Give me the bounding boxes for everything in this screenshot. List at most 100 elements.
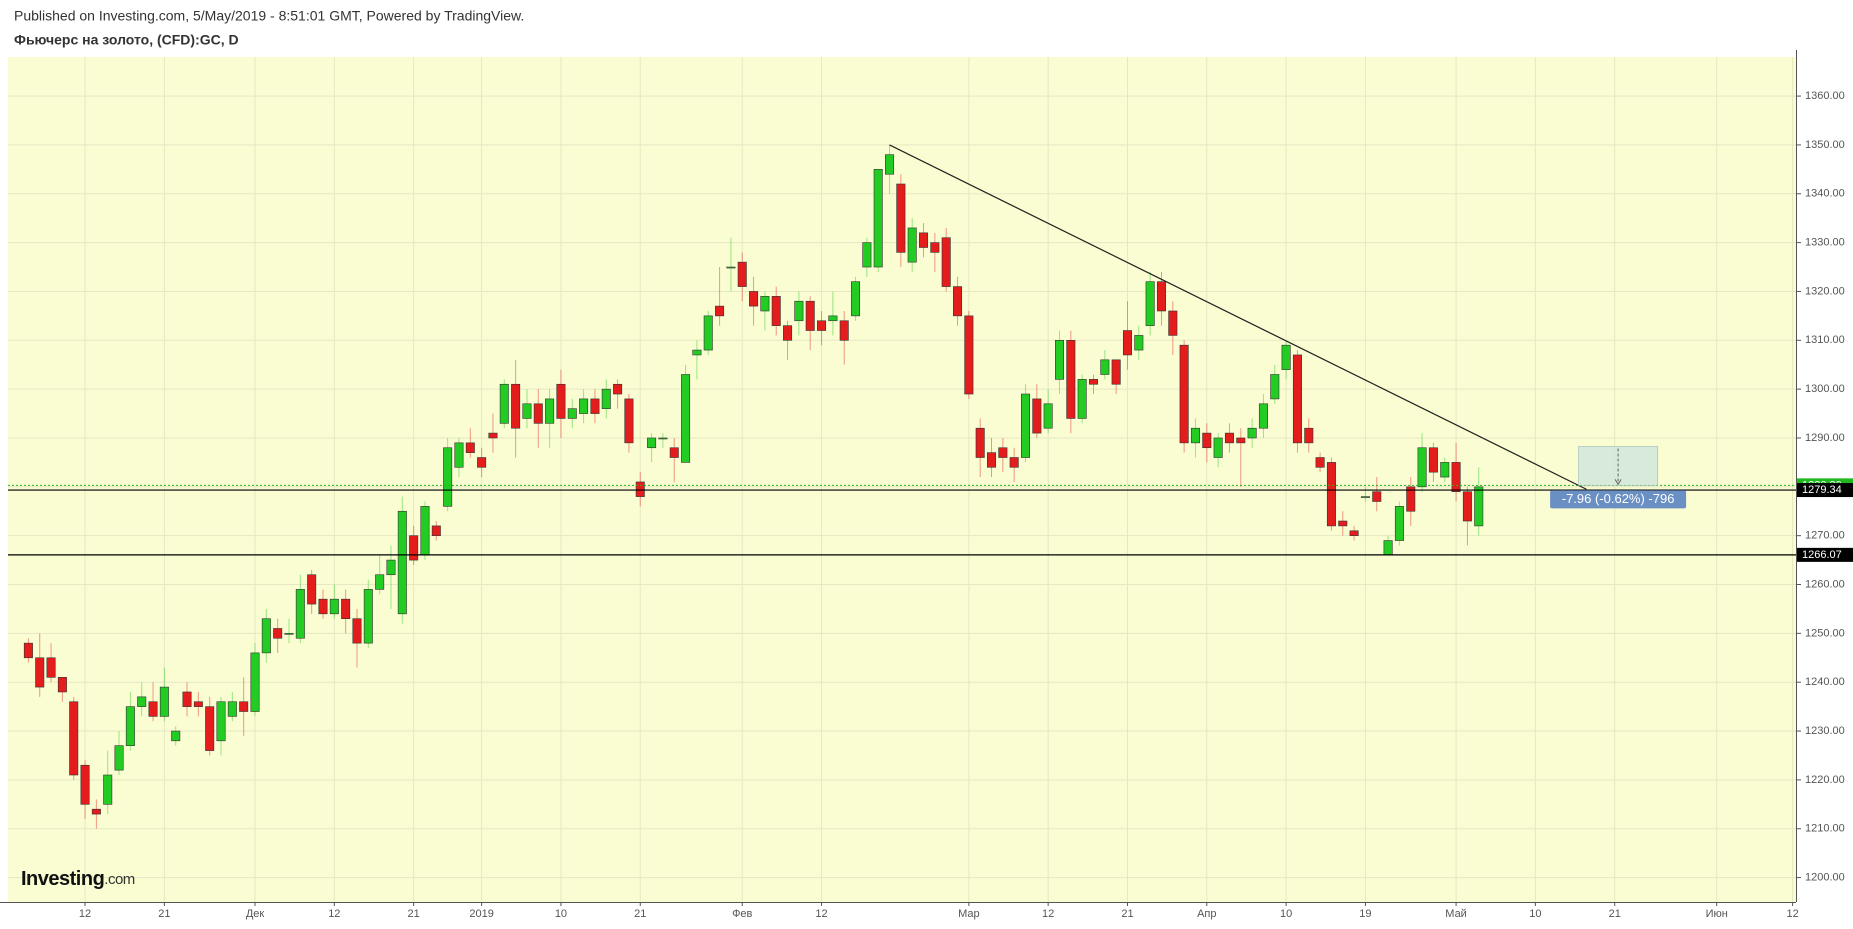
candle-body [477, 457, 487, 468]
candle-body [1032, 398, 1042, 434]
candle-body [1134, 335, 1144, 351]
candle-body [35, 657, 45, 688]
candle-body [1054, 339, 1064, 380]
candle-body [1179, 344, 1189, 444]
price-label: 1279.34 [1802, 484, 1842, 496]
y-tick-label: 1330.00 [1805, 237, 1845, 249]
x-tick-label: 21 [1121, 908, 1133, 920]
price-label-box [1797, 483, 1853, 498]
candle-body [964, 315, 974, 395]
x-tick-label: 12 [815, 908, 827, 920]
x-tick-label: 10 [555, 908, 567, 920]
candle-body [114, 745, 124, 771]
candle-body [1349, 530, 1359, 536]
candle-body [171, 730, 181, 742]
candle-body [420, 506, 430, 556]
candle-body [1009, 457, 1019, 468]
candle-body [91, 808, 101, 815]
candle-body [681, 374, 691, 463]
candle-body [465, 442, 475, 453]
candle-body [907, 227, 917, 263]
candle-body [1247, 427, 1257, 439]
candle-body [749, 291, 759, 307]
y-tick-label: 1350.00 [1805, 139, 1845, 151]
candle-body [839, 320, 849, 341]
x-tick-label: 12 [1786, 908, 1798, 920]
candle-body [46, 657, 56, 678]
candle-body [556, 383, 566, 419]
candle-body [862, 242, 872, 268]
candle-body [511, 383, 521, 429]
candle-body [159, 686, 169, 717]
y-tick-label: 1240.00 [1805, 676, 1845, 688]
candle-body [454, 442, 464, 468]
candle-body [998, 447, 1008, 458]
y-tick-label: 1250.00 [1805, 627, 1845, 639]
candle-body [1077, 379, 1087, 419]
candle-body [329, 598, 339, 615]
x-tick-label: Июн [1706, 908, 1728, 920]
candle-body [1043, 403, 1053, 429]
measure-label-box [1550, 490, 1687, 509]
candle-body [975, 427, 985, 458]
candle-body [1394, 506, 1404, 541]
y-tick-label: 1340.00 [1805, 188, 1845, 200]
candle-body [386, 559, 396, 576]
candle-body [80, 764, 90, 805]
candle-body [1417, 447, 1427, 488]
candle-body [533, 403, 543, 424]
candle-body [783, 325, 793, 341]
logo-suffix: .com [104, 871, 135, 888]
candle-body [873, 169, 883, 268]
candle-body [205, 706, 215, 751]
chart-title: Фьючерс на золото, (CFD):GC, D [14, 32, 239, 48]
x-tick-label: 10 [1280, 908, 1292, 920]
candle-body [239, 701, 249, 712]
candle-body [624, 398, 634, 444]
x-tick-label: 12 [1042, 908, 1054, 920]
candle-body [250, 652, 260, 712]
candle-body [1145, 281, 1155, 326]
candle-body [443, 447, 453, 507]
x-tick-label: 12 [328, 908, 340, 920]
candle-body [341, 598, 351, 620]
candle-body [1202, 432, 1212, 449]
x-tick-label: Мар [958, 908, 980, 920]
candle-body [295, 589, 305, 639]
x-tick-label: 21 [634, 908, 646, 920]
y-tick-label: 1310.00 [1805, 334, 1845, 346]
header: Published on Investing.com, 5/May/2019 -… [14, 8, 524, 24]
candle-body [579, 398, 589, 414]
measure-label: -7.96 (-0.62%) -796 [1562, 491, 1675, 506]
y-tick-label: 1300.00 [1805, 383, 1845, 395]
candle-body [715, 305, 725, 317]
candle-body [125, 706, 135, 746]
candle-body [919, 232, 929, 248]
candle-body [103, 774, 113, 805]
candle-body [1440, 462, 1450, 478]
candle-body [273, 628, 283, 639]
candle-body [601, 388, 611, 409]
x-tick-label: 21 [408, 908, 420, 920]
candle-body [1372, 491, 1382, 502]
x-tick-label: 12 [79, 908, 91, 920]
candle-body [1190, 427, 1200, 444]
candle-body [1168, 310, 1178, 336]
candle-body [488, 432, 498, 439]
candle-body [930, 242, 940, 253]
y-tick-label: 1360.00 [1805, 90, 1845, 102]
candle-body [1122, 330, 1132, 356]
y-tick-label: 1210.00 [1805, 823, 1845, 835]
candle-body [737, 261, 747, 287]
candle-body [1270, 374, 1280, 400]
y-tick-label: 1290.00 [1805, 432, 1845, 444]
candle-body [1100, 359, 1110, 375]
candle-body [794, 300, 804, 322]
candle-body [1258, 403, 1268, 429]
candle-body [851, 281, 861, 317]
candle-body [1292, 354, 1302, 444]
candle-body [522, 403, 532, 419]
candle-body [1236, 437, 1246, 444]
candle-body [987, 452, 997, 468]
candle-body [1021, 393, 1031, 458]
